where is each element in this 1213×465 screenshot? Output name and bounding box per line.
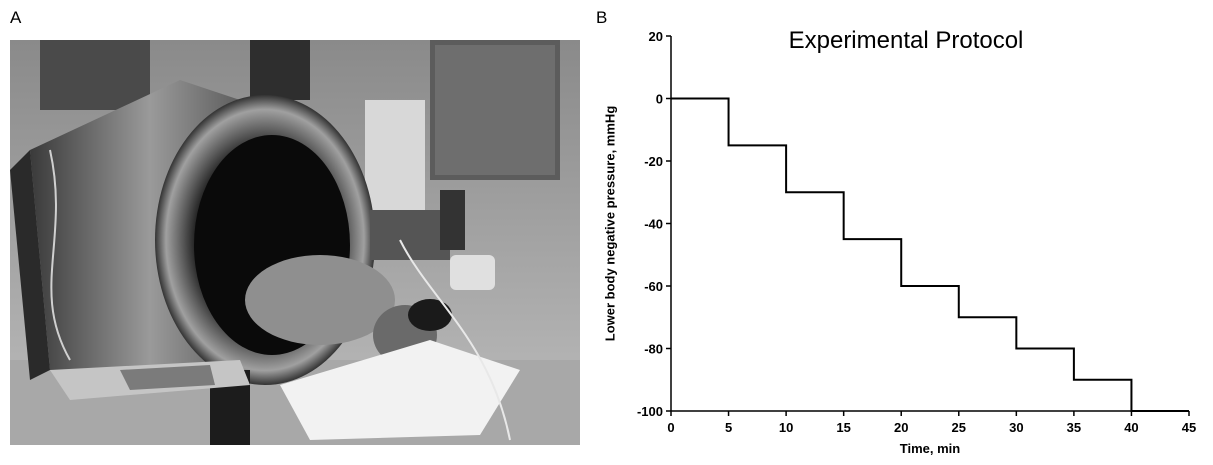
y-tick-label: -40 xyxy=(644,217,663,232)
x-axis-title: Time, min xyxy=(900,441,961,456)
panel-b-label: B xyxy=(596,8,608,27)
x-tick-label: 5 xyxy=(725,420,732,435)
y-tick-label: -60 xyxy=(644,279,663,294)
x-tick-label: 35 xyxy=(1067,420,1081,435)
x-tick-label: 45 xyxy=(1182,420,1196,435)
y-axis: 20 0 -20 -40 -60 -80 -100 xyxy=(637,29,672,419)
lbnp-step-chart: Experimental Protocol 20 0 -20 -40 -60 -80 -10… xyxy=(603,27,1197,456)
panel-a-label: A xyxy=(10,8,22,27)
y-tick-label: 20 xyxy=(649,29,663,44)
lbnp-chamber-photo xyxy=(10,40,580,445)
x-axis: 0 5 10 15 20 25 30 35 40 45 xyxy=(667,410,1196,435)
x-tick-label: 25 xyxy=(952,420,966,435)
x-tick-label: 20 xyxy=(894,420,908,435)
x-tick-label: 0 xyxy=(667,420,674,435)
x-tick-label: 40 xyxy=(1124,420,1138,435)
x-tick-label: 10 xyxy=(779,420,793,435)
y-tick-label: -20 xyxy=(644,154,663,169)
x-tick-label: 30 xyxy=(1009,420,1023,435)
y-axis-title: Lower body negative pressure, mmHg xyxy=(603,106,618,342)
y-tick-label: -100 xyxy=(637,404,663,419)
pressure-step-line xyxy=(671,97,1189,412)
chart-title: Experimental Protocol xyxy=(789,27,1024,54)
x-tick-label: 15 xyxy=(836,420,850,435)
y-tick-label: -80 xyxy=(644,342,663,357)
y-tick-label: 0 xyxy=(656,92,663,107)
